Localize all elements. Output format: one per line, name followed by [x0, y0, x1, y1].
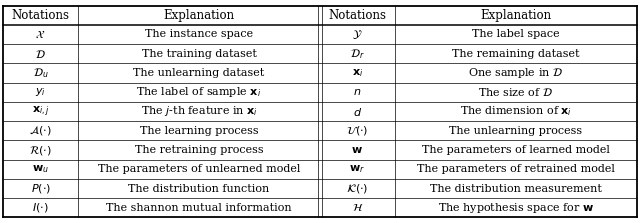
Text: Notations: Notations [12, 9, 70, 22]
Text: The training dataset: The training dataset [141, 49, 257, 59]
Text: $\mathcal{U}(\cdot)$: $\mathcal{U}(\cdot)$ [346, 124, 369, 137]
Text: The label of sample $\mathbf{x}_i$: The label of sample $\mathbf{x}_i$ [136, 85, 262, 99]
Text: The parameters of unlearned model: The parameters of unlearned model [98, 164, 300, 174]
Text: $\mathcal{X}$: $\mathcal{X}$ [35, 29, 45, 40]
Text: The label space: The label space [472, 29, 559, 39]
Text: $y_i$: $y_i$ [35, 86, 46, 98]
Text: Notations: Notations [328, 9, 387, 22]
Text: $\mathcal{D}_u$: $\mathcal{D}_u$ [33, 66, 49, 80]
Text: $\mathbf{x}_i$: $\mathbf{x}_i$ [352, 67, 363, 79]
Text: The remaining dataset: The remaining dataset [452, 49, 580, 59]
Text: The instance space: The instance space [145, 29, 253, 39]
Text: The dimension of $\mathbf{x}_i$: The dimension of $\mathbf{x}_i$ [460, 105, 572, 118]
Text: The distribution function: The distribution function [129, 184, 269, 194]
Text: $\mathbf{w}_u$: $\mathbf{w}_u$ [32, 163, 49, 175]
Text: The learning process: The learning process [140, 126, 259, 136]
Text: $n$: $n$ [353, 87, 362, 97]
Text: The unlearning dataset: The unlearning dataset [133, 68, 264, 78]
Text: The hypothesis space for $\mathbf{w}$: The hypothesis space for $\mathbf{w}$ [438, 201, 594, 215]
Text: $P(\cdot)$: $P(\cdot)$ [31, 182, 51, 195]
Text: $\mathcal{A}(\cdot)$: $\mathcal{A}(\cdot)$ [29, 124, 52, 137]
Text: Explanation: Explanation [480, 9, 551, 22]
Text: The retraining process: The retraining process [134, 145, 263, 155]
Text: $I(\cdot)$: $I(\cdot)$ [32, 201, 49, 214]
Text: $\mathbf{w}$: $\mathbf{w}$ [351, 145, 364, 155]
Text: The $j$-th feature in $\mathbf{x}_i$: The $j$-th feature in $\mathbf{x}_i$ [141, 105, 257, 118]
Text: One sample in $\mathcal{D}$: One sample in $\mathcal{D}$ [468, 66, 563, 80]
Text: $\mathcal{D}_r$: $\mathcal{D}_r$ [350, 47, 365, 61]
Text: The parameters of learned model: The parameters of learned model [422, 145, 610, 155]
Text: $\mathcal{Y}$: $\mathcal{Y}$ [352, 28, 363, 41]
Text: $\mathcal{D}$: $\mathcal{D}$ [35, 48, 46, 60]
Text: The shannon mutual information: The shannon mutual information [106, 203, 292, 213]
Text: The distribution measurement: The distribution measurement [430, 184, 602, 194]
Text: $\mathbf{x}_{i,j}$: $\mathbf{x}_{i,j}$ [32, 104, 49, 119]
Text: $\mathcal{R}(\cdot)$: $\mathcal{R}(\cdot)$ [29, 144, 52, 157]
Text: The size of $\mathcal{D}$: The size of $\mathcal{D}$ [478, 86, 554, 98]
Text: $\mathbf{w}_r$: $\mathbf{w}_r$ [349, 163, 365, 175]
Text: Explanation: Explanation [163, 9, 234, 22]
Text: $\mathcal{K}(\cdot)$: $\mathcal{K}(\cdot)$ [346, 182, 369, 195]
Text: The parameters of retrained model: The parameters of retrained model [417, 164, 614, 174]
Text: $\mathcal{H}$: $\mathcal{H}$ [351, 202, 363, 213]
Text: The unlearning process: The unlearning process [449, 126, 582, 136]
Text: $d$: $d$ [353, 105, 362, 118]
